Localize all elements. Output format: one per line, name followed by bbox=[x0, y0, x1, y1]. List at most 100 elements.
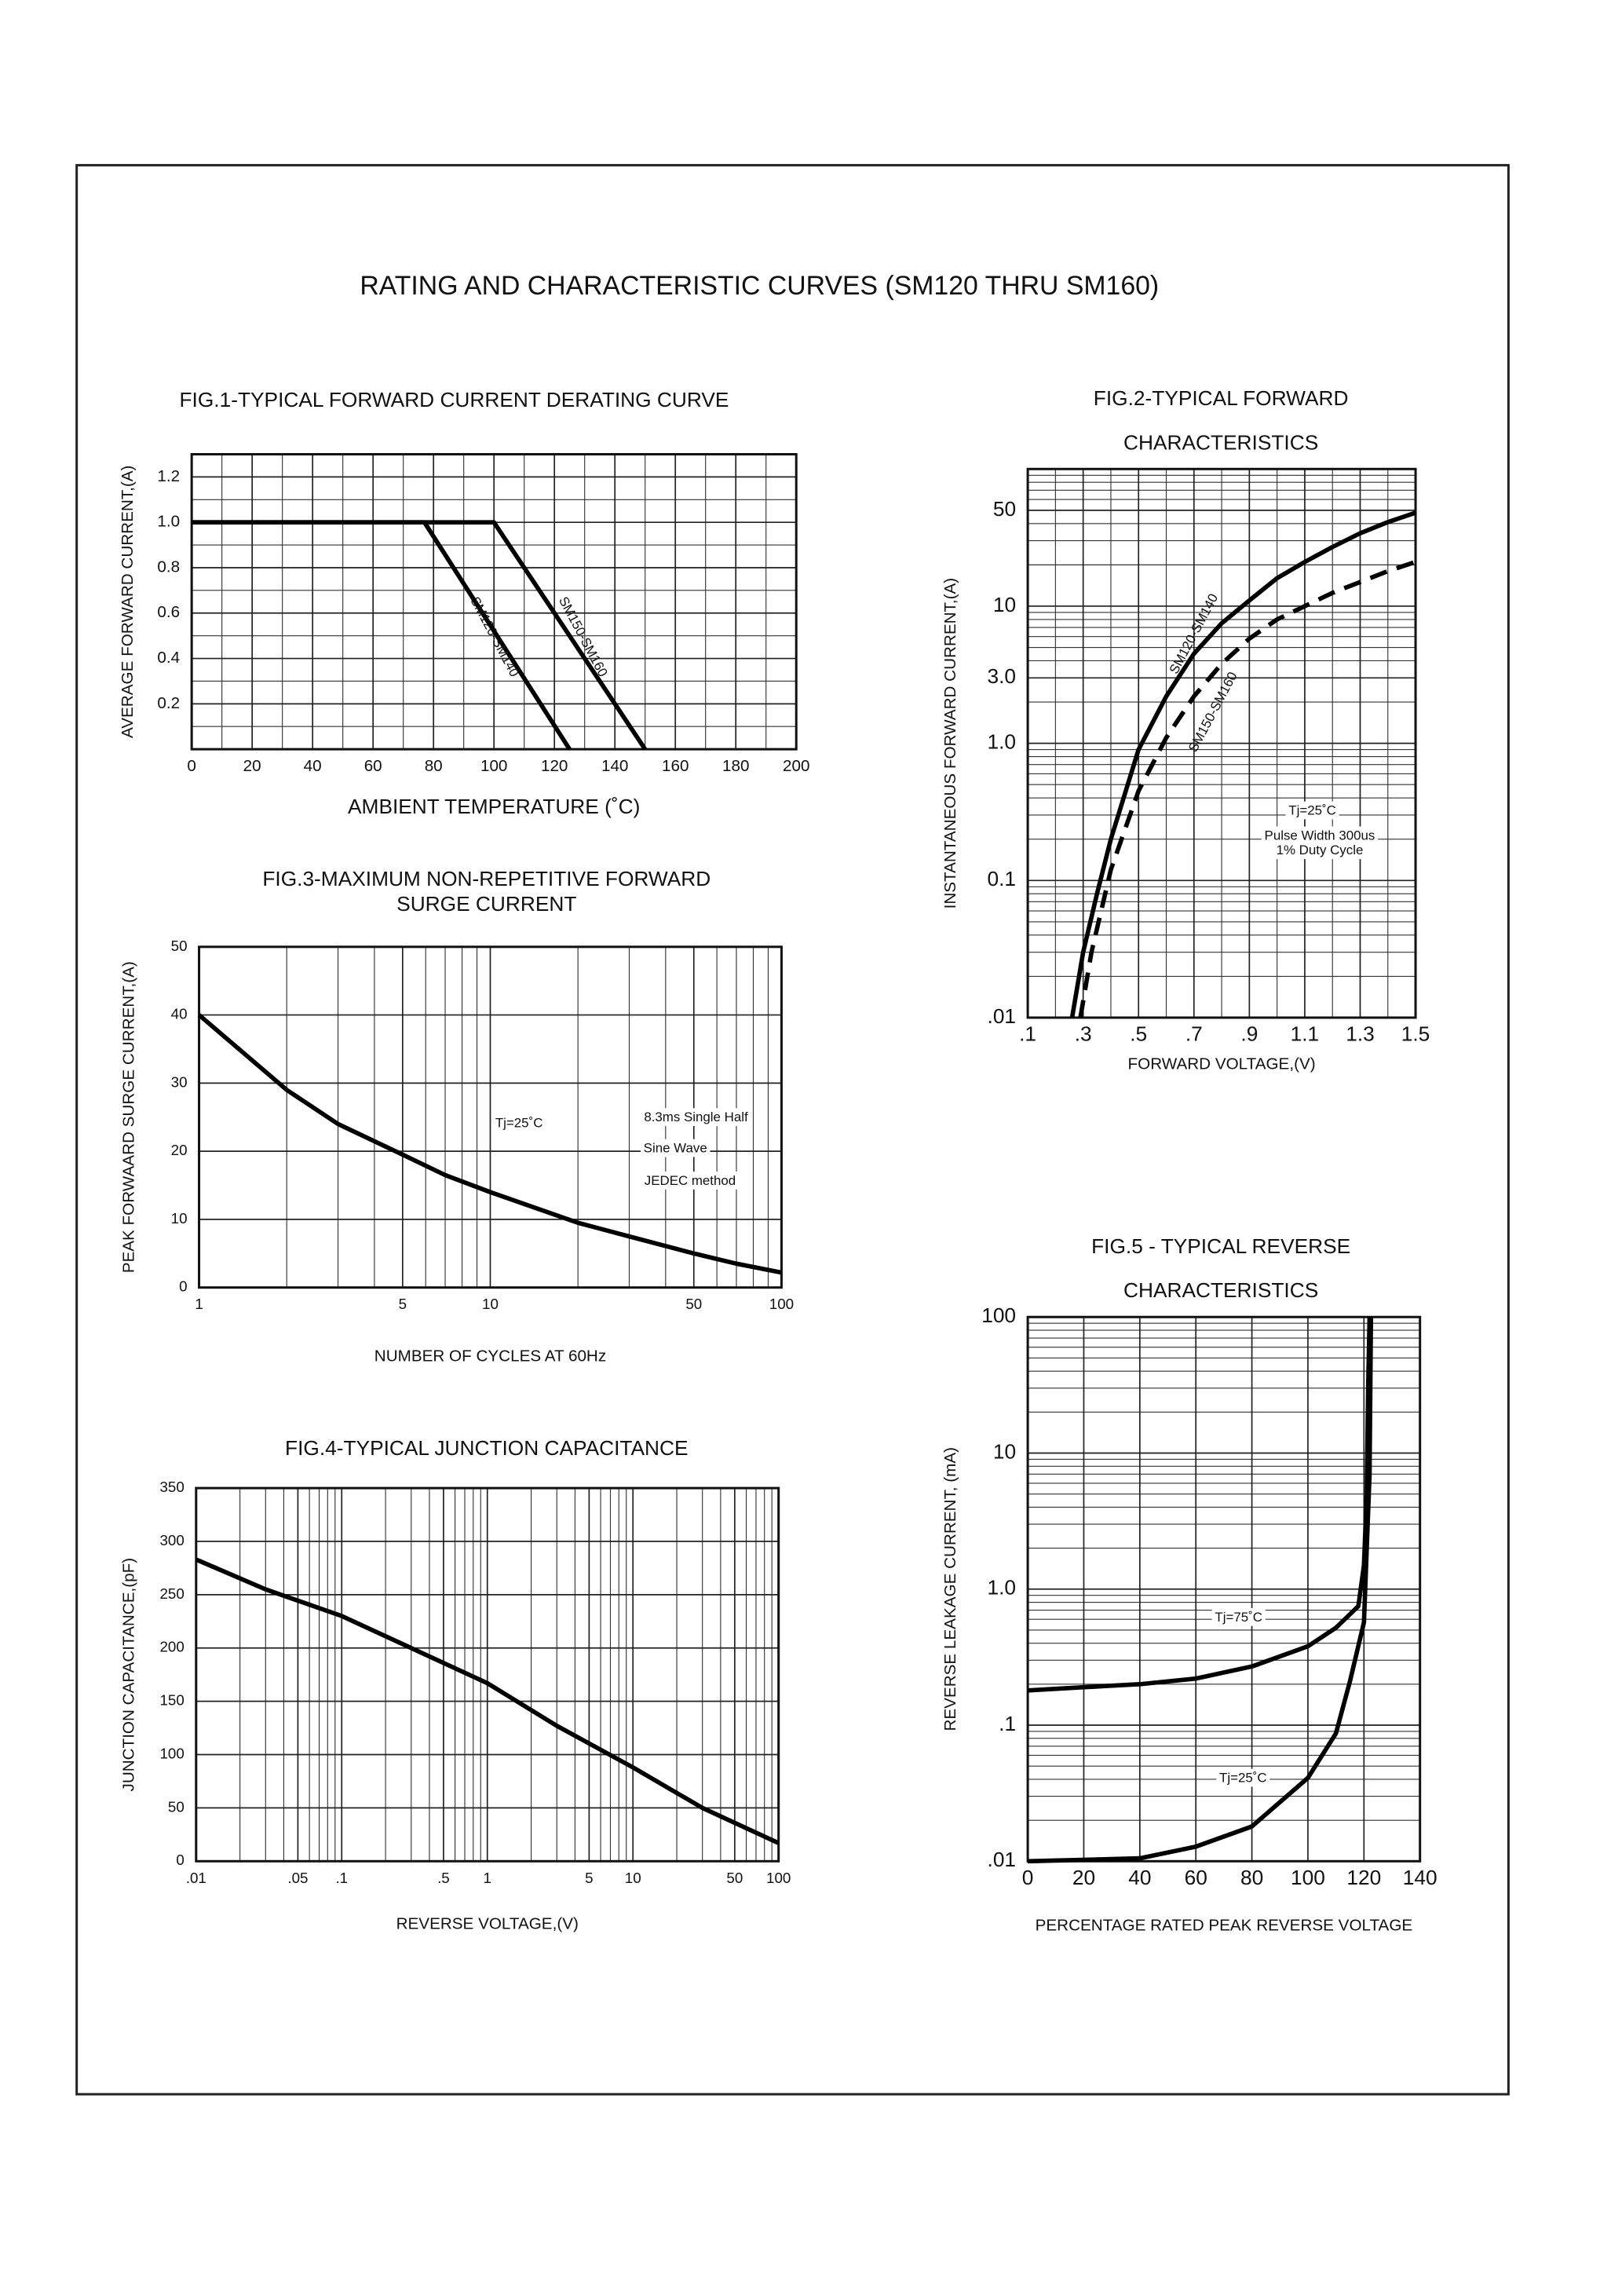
y-tick-label: 300 bbox=[159, 1532, 184, 1548]
chart-title: SURGE CURRENT bbox=[396, 892, 576, 916]
annotation: Sine Wave bbox=[644, 1141, 707, 1156]
x-tick-label: 40 bbox=[304, 757, 322, 775]
y-tick-label: 0 bbox=[176, 1852, 184, 1868]
x-tick-label: .5 bbox=[437, 1870, 450, 1886]
x-tick-label: .9 bbox=[1240, 1022, 1258, 1045]
y-tick-label: 20 bbox=[171, 1142, 188, 1158]
x-tick-label: 40 bbox=[1128, 1866, 1151, 1889]
chart-title: CHARACTERISTICS bbox=[1123, 1278, 1318, 1302]
series-label: SM120-SM140 bbox=[467, 594, 522, 679]
y-tick-label: 1.2 bbox=[157, 467, 180, 485]
chart-title: FIG.5 - TYPICAL REVERSE bbox=[1091, 1234, 1350, 1258]
annotation-background bbox=[640, 1139, 711, 1157]
x-tick-label: .01 bbox=[186, 1870, 206, 1886]
x-axis-label: NUMBER OF CYCLES AT 60Hz bbox=[374, 1347, 606, 1365]
x-tick-label: 160 bbox=[662, 757, 689, 775]
y-tick-label: 10 bbox=[993, 1439, 1016, 1463]
annotation: Tj=25˚C bbox=[1288, 803, 1336, 817]
annotation-background bbox=[1216, 1768, 1270, 1787]
chart-title: FIG.2-TYPICAL FORWARD bbox=[1094, 386, 1349, 410]
x-tick-label: 0 bbox=[187, 757, 196, 775]
x-tick-label: 100 bbox=[769, 1296, 794, 1312]
y-tick-label: 0 bbox=[179, 1278, 187, 1295]
series-line bbox=[195, 1557, 780, 1845]
y-tick-label: 10 bbox=[993, 593, 1016, 616]
x-tick-label: .3 bbox=[1075, 1022, 1092, 1045]
annotation-background bbox=[641, 1172, 739, 1190]
page-border bbox=[75, 163, 1510, 2096]
y-axis-label: JUNCTION CAPACITANCE,(pF) bbox=[120, 1558, 138, 1792]
x-tick-label: .5 bbox=[1130, 1022, 1147, 1045]
x-tick-label: 20 bbox=[1072, 1866, 1095, 1889]
annotation-background bbox=[1285, 801, 1339, 820]
y-tick-label: .1 bbox=[999, 1712, 1016, 1735]
series-line bbox=[192, 520, 648, 751]
y-tick-label: 50 bbox=[168, 1798, 184, 1815]
plot-frame bbox=[198, 945, 783, 1289]
y-tick-label: 50 bbox=[993, 497, 1016, 521]
x-tick-label: 60 bbox=[1185, 1866, 1207, 1889]
y-tick-label: 100 bbox=[981, 1303, 1016, 1327]
y-tick-label: 200 bbox=[159, 1639, 184, 1655]
x-tick-label: .1 bbox=[335, 1870, 348, 1886]
chart-title: FIG.4-TYPICAL JUNCTION CAPACITANCE bbox=[285, 1436, 689, 1460]
plot-frame bbox=[1026, 467, 1417, 1019]
annotation-background bbox=[492, 1113, 546, 1132]
y-axis-label: AVERAGE FORWARD CURRENT,(A) bbox=[119, 466, 137, 738]
plot-frame bbox=[1026, 1315, 1422, 1863]
x-tick-label: 5 bbox=[399, 1296, 407, 1312]
y-tick-label: .01 bbox=[988, 1848, 1017, 1871]
chart-title: FIG.3-MAXIMUM NON-REPETITIVE FORWARD bbox=[262, 867, 711, 890]
y-tick-label: 50 bbox=[171, 938, 188, 954]
annotation-background bbox=[1273, 841, 1367, 860]
plot-frame bbox=[190, 453, 798, 751]
x-tick-label: 20 bbox=[243, 757, 261, 775]
y-tick-label: 1.0 bbox=[157, 513, 180, 531]
x-tick-label: 80 bbox=[425, 757, 443, 775]
y-tick-label: 350 bbox=[159, 1479, 184, 1495]
chart-title: FIG.1-TYPICAL FORWARD CURRENT DERATING C… bbox=[180, 388, 729, 411]
x-tick-label: 100 bbox=[766, 1870, 791, 1886]
x-tick-label: 10 bbox=[625, 1870, 641, 1886]
annotation: 1% Duty Cycle bbox=[1277, 843, 1364, 857]
y-tick-label: 3.0 bbox=[988, 664, 1017, 688]
annotation: Tj=25˚C bbox=[495, 1116, 543, 1131]
x-tick-label: 100 bbox=[1291, 1866, 1325, 1889]
chart-title: CHARACTERISTICS bbox=[1123, 430, 1318, 454]
annotation: Tj=25˚C bbox=[1219, 1771, 1267, 1786]
series-line bbox=[1078, 559, 1416, 1018]
y-axis-label: REVERSE LEAKAGE CURRENT, (mA) bbox=[941, 1447, 959, 1731]
x-tick-label: 120 bbox=[1346, 1866, 1381, 1889]
page-title: RATING AND CHARACTERISTIC CURVES (SM120 … bbox=[360, 271, 1159, 301]
y-tick-label: 10 bbox=[171, 1210, 188, 1227]
x-tick-label: 1.1 bbox=[1291, 1022, 1320, 1045]
series-line bbox=[197, 1013, 782, 1275]
annotation: Pulse Width 300us bbox=[1265, 828, 1375, 843]
x-tick-label: 5 bbox=[585, 1870, 593, 1886]
y-axis-label: INSTANTANEOUS FORWARD CURRENT,(A) bbox=[941, 578, 959, 909]
x-tick-label: 1.5 bbox=[1401, 1022, 1430, 1045]
y-axis-label: PEAK FORWAARD SURGE CURRENT,(A) bbox=[120, 961, 138, 1273]
y-tick-label: 100 bbox=[159, 1745, 184, 1761]
x-tick-label: 1 bbox=[195, 1296, 203, 1312]
annotation-background bbox=[641, 1108, 751, 1127]
x-tick-label: 120 bbox=[541, 757, 568, 775]
y-tick-label: 150 bbox=[159, 1692, 184, 1709]
series-line bbox=[1028, 1317, 1374, 1864]
x-tick-label: 200 bbox=[783, 757, 809, 775]
x-tick-label: 50 bbox=[685, 1296, 702, 1312]
series-label: SM150-SM160 bbox=[556, 594, 611, 679]
annotation-background bbox=[1211, 1607, 1266, 1626]
x-tick-label: .05 bbox=[287, 1870, 308, 1886]
x-tick-label: 0 bbox=[1022, 1866, 1034, 1889]
x-tick-label: 1.3 bbox=[1346, 1022, 1375, 1045]
annotation: JEDEC method bbox=[645, 1173, 736, 1188]
y-tick-label: 1.0 bbox=[988, 1576, 1017, 1600]
y-tick-label: 0.8 bbox=[157, 558, 180, 576]
x-tick-label: 180 bbox=[722, 757, 749, 775]
y-tick-label: 1.0 bbox=[988, 730, 1017, 754]
annotation-background bbox=[1261, 826, 1379, 845]
plot-frame bbox=[195, 1486, 780, 1863]
